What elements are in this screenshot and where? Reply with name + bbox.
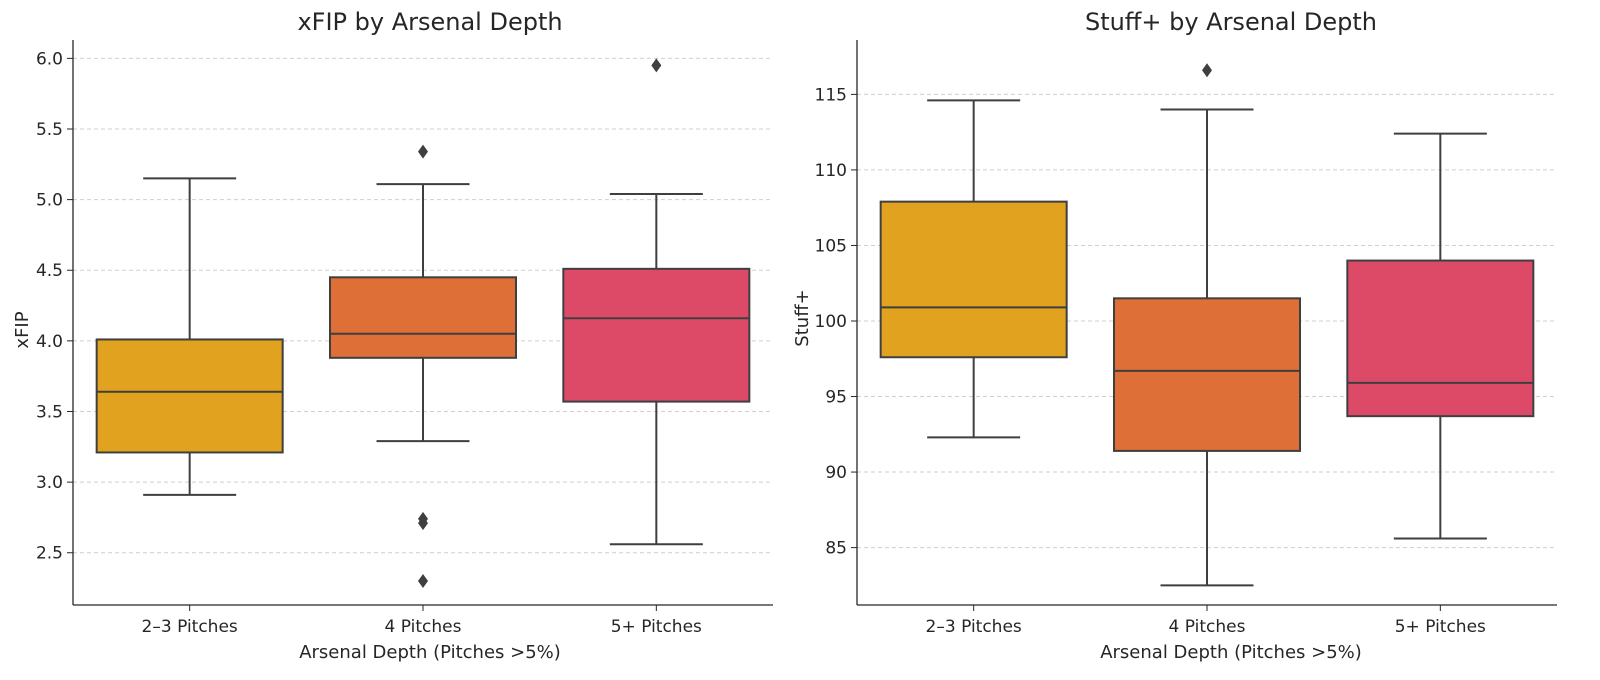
x-tick-label: 2–3 Pitches (926, 617, 1022, 637)
box-3 (1346, 132, 1535, 540)
y-tick-label: 3.5 (36, 402, 63, 422)
outlier-point (1202, 63, 1212, 78)
iqr-box (95, 338, 284, 454)
x-tick-label: 5+ Pitches (611, 617, 702, 637)
y-tick-label: 90 (825, 463, 847, 483)
y-tick-label: 5.0 (36, 191, 63, 211)
y-axis-label: Stuff+ (792, 289, 813, 346)
y-ticks: 85 90 95 100 105 110 115 (815, 85, 857, 559)
iqr-box (329, 276, 517, 359)
y-tick-label: 4.5 (36, 261, 63, 281)
y-tick-label: 115 (815, 85, 847, 105)
iqr-box (1113, 297, 1301, 452)
y-tick-label: 95 (825, 388, 847, 408)
outlier-point (418, 516, 428, 531)
outlier-point (418, 573, 428, 588)
y-tick-label: 105 (815, 236, 847, 256)
y-tick-label: 110 (815, 161, 847, 181)
y-axis-label: xFIP (12, 311, 33, 348)
box-2 (1113, 63, 1301, 587)
y-tick-label: 85 (825, 539, 847, 559)
iqr-box (562, 267, 751, 403)
chart-title: xFIP by Arsenal Depth (297, 8, 562, 36)
outlier-point (651, 58, 662, 73)
y-tick-label: 100 (815, 312, 847, 332)
x-tick-label: 4 Pitches (1169, 617, 1246, 637)
iqr-box (879, 200, 1068, 359)
y-tick-label: 4.0 (36, 332, 63, 352)
x-tick-label: 2–3 Pitches (142, 617, 238, 637)
y-tick-label: 6.0 (36, 49, 63, 69)
stuffplus-panel: Stuff+ by Arsenal Depth Arsenal Depth (P… (792, 8, 1557, 663)
iqr-box (1346, 259, 1535, 418)
y-ticks: 2.5 3.0 3.5 4.0 4.5 5.0 5.5 6.0 (36, 49, 73, 564)
x-ticks: 2–3 Pitches 4 Pitches 5+ Pitches (926, 605, 1486, 637)
x-tick-label: 5+ Pitches (1395, 617, 1486, 637)
y-tick-label: 5.5 (36, 120, 63, 140)
x-ticks: 2–3 Pitches 4 Pitches 5+ Pitches (142, 605, 702, 637)
xfip-panel: xFIP by Arsenal Depth Arsenal Depth (Pit… (12, 8, 773, 663)
box-plots (95, 58, 751, 588)
y-tick-label: 3.0 (36, 473, 63, 493)
x-axis-label: Arsenal Depth (Pitches >5%) (299, 642, 561, 663)
box-plots (879, 63, 1535, 587)
y-tick-label: 2.5 (36, 544, 63, 564)
box-3 (562, 58, 751, 546)
outlier-point (418, 144, 428, 159)
x-tick-label: 4 Pitches (385, 617, 462, 637)
box-1 (95, 177, 284, 496)
box-1 (879, 99, 1068, 439)
x-axis-label: Arsenal Depth (Pitches >5%) (1100, 642, 1362, 663)
box-2 (329, 144, 517, 588)
chart-title: Stuff+ by Arsenal Depth (1085, 8, 1377, 36)
